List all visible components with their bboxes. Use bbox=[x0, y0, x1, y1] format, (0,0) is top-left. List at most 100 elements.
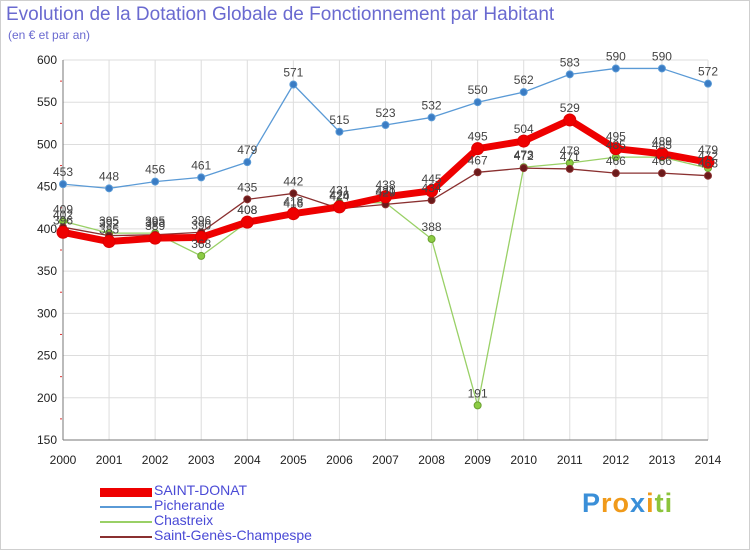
data-label-saint-donat: 529 bbox=[560, 101, 580, 115]
data-point-saint-gen-s-champespe bbox=[427, 196, 436, 205]
data-label-picherande: 448 bbox=[99, 169, 119, 183]
data-label-chastreix: 431 bbox=[375, 184, 395, 198]
data-label-picherande: 479 bbox=[237, 143, 257, 157]
data-point-saint-donat bbox=[563, 113, 577, 127]
x-tick-label: 2010 bbox=[510, 453, 537, 467]
data-label-picherande: 456 bbox=[145, 163, 165, 177]
y-tick-label: 500 bbox=[37, 137, 57, 151]
x-tick-label: 2004 bbox=[234, 453, 261, 467]
data-point-picherande bbox=[381, 121, 390, 130]
data-label-saint-gen-s-champespe: 396 bbox=[191, 213, 211, 227]
data-label-saint-gen-s-champespe: 429 bbox=[375, 185, 395, 199]
legend-label: Picherande bbox=[154, 497, 225, 513]
series-layer bbox=[56, 64, 715, 410]
data-point-picherande bbox=[243, 158, 252, 167]
x-tick-label: 2007 bbox=[372, 453, 399, 467]
data-point-saint-donat bbox=[194, 230, 208, 244]
logo-letter: x bbox=[630, 488, 647, 518]
data-label-saint-donat: 396 bbox=[53, 213, 73, 227]
data-label-saint-gen-s-champespe: 442 bbox=[283, 174, 303, 188]
data-point-saint-donat bbox=[471, 142, 485, 156]
y-tick-label: 350 bbox=[37, 264, 57, 278]
logo-letter: i bbox=[646, 488, 655, 518]
data-label-picherande: 562 bbox=[514, 73, 534, 87]
axis-layer: 150 200 250 300 350 400 450 500 550 600 2000 2001 20… bbox=[37, 53, 722, 467]
data-label-saint-gen-s-champespe: 467 bbox=[468, 153, 488, 167]
logo-letter: t bbox=[654, 488, 665, 518]
data-label-saint-gen-s-champespe: 472 bbox=[514, 149, 534, 163]
data-point-picherande bbox=[105, 184, 114, 193]
data-label-chastreix: 485 bbox=[652, 138, 672, 152]
data-label-saint-gen-s-champespe: 424 bbox=[329, 190, 349, 204]
data-point-saint-gen-s-champespe bbox=[473, 168, 482, 177]
proxiti-logo: Proxiti bbox=[582, 488, 673, 519]
data-point-saint-donat bbox=[286, 207, 300, 221]
data-point-saint-gen-s-champespe bbox=[704, 171, 712, 180]
legend-swatch bbox=[100, 506, 152, 508]
data-point-picherande bbox=[197, 173, 206, 182]
data-label-picherande: 453 bbox=[53, 165, 73, 179]
y-tick-label: 550 bbox=[37, 95, 57, 109]
legend-label: Chastreix bbox=[154, 512, 214, 528]
data-label-saint-gen-s-champespe: 463 bbox=[698, 157, 718, 171]
legend-label: SAINT-DONAT bbox=[154, 482, 248, 498]
logo-letter: P bbox=[582, 488, 602, 518]
y-tick-label: 200 bbox=[37, 391, 57, 405]
data-label-chastreix: 408 bbox=[237, 203, 257, 217]
data-label-saint-donat: 418 bbox=[283, 195, 303, 209]
data-point-picherande bbox=[335, 127, 344, 136]
data-point-saint-donat bbox=[655, 147, 669, 161]
data-label-saint-donat: 385 bbox=[99, 223, 119, 237]
y-tick-label: 400 bbox=[37, 222, 57, 236]
logo-letter: i bbox=[664, 488, 674, 518]
data-label-chastreix: 431 bbox=[329, 184, 349, 198]
data-label-saint-donat: 495 bbox=[468, 130, 488, 144]
data-point-saint-donat bbox=[148, 231, 162, 245]
x-tick-label: 2006 bbox=[326, 453, 353, 467]
data-label-saint-gen-s-champespe: 466 bbox=[652, 154, 672, 168]
x-tick-label: 2014 bbox=[695, 453, 722, 467]
data-label-picherande: 523 bbox=[375, 106, 395, 120]
x-tick-label: 2001 bbox=[96, 453, 123, 467]
data-point-picherande bbox=[59, 180, 67, 189]
x-tick-label: 2002 bbox=[142, 453, 169, 467]
data-label-saint-donat: 495 bbox=[606, 130, 626, 144]
data-label-picherande: 515 bbox=[329, 113, 349, 127]
data-point-saint-donat bbox=[425, 184, 439, 198]
data-point-saint-gen-s-champespe bbox=[243, 195, 252, 204]
data-label-picherande: 590 bbox=[606, 49, 626, 63]
data-label-saint-gen-s-champespe: 393 bbox=[145, 216, 165, 230]
data-point-picherande bbox=[565, 70, 574, 79]
data-point-saint-donat bbox=[379, 190, 392, 204]
logo-letter: r bbox=[601, 488, 613, 518]
data-point-picherande bbox=[427, 113, 436, 122]
data-point-saint-gen-s-champespe bbox=[611, 169, 620, 178]
data-label-saint-donat: 504 bbox=[514, 122, 534, 136]
legend-swatch bbox=[100, 536, 152, 538]
data-label-saint-donat: 479 bbox=[698, 143, 718, 157]
data-label-picherande: 572 bbox=[698, 65, 718, 79]
data-label-saint-donat: 408 bbox=[237, 203, 257, 217]
data-point-saint-gen-s-champespe bbox=[519, 164, 528, 173]
y-tick-label: 250 bbox=[37, 349, 57, 363]
data-point-saint-donat bbox=[332, 200, 346, 214]
data-point-picherande bbox=[289, 80, 298, 89]
x-tick-label: 2008 bbox=[418, 453, 445, 467]
data-label-chastreix: 409 bbox=[53, 202, 73, 216]
data-point-saint-gen-s-champespe bbox=[657, 169, 666, 178]
data-label-saint-gen-s-champespe: 434 bbox=[422, 181, 442, 195]
data-label-saint-donat: 390 bbox=[191, 218, 211, 232]
data-label-chastreix: 473 bbox=[514, 148, 534, 162]
data-label-chastreix: 395 bbox=[145, 214, 165, 228]
data-label-picherande: 461 bbox=[191, 158, 211, 172]
data-label-saint-gen-s-champespe: 471 bbox=[560, 150, 580, 164]
data-label-saint-donat: 489 bbox=[652, 135, 672, 149]
x-tick-label: 2013 bbox=[649, 453, 676, 467]
data-point-saint-donat bbox=[102, 235, 116, 249]
data-label-picherande: 550 bbox=[468, 83, 488, 97]
data-label-saint-gen-s-champespe: 392 bbox=[99, 217, 119, 231]
y-tick-label: 450 bbox=[37, 180, 57, 194]
data-point-picherande bbox=[151, 177, 160, 186]
